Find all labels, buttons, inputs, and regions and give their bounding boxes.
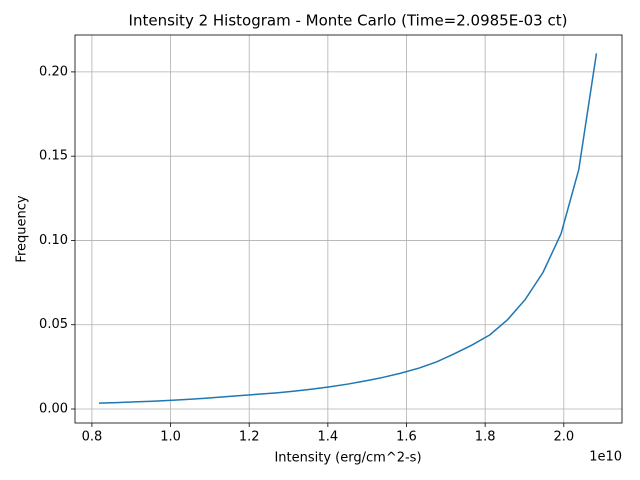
- x-tick-label: 2.0: [553, 430, 574, 445]
- y-tick-label: 0.10: [39, 233, 68, 248]
- x-axis-label: Intensity (erg/cm^2-s): [274, 451, 421, 466]
- chart-title: Intensity 2 Histogram - Monte Carlo (Tim…: [129, 12, 568, 30]
- y-tick-label: 0.20: [39, 64, 68, 79]
- y-tick-label: 0.05: [39, 317, 68, 332]
- plot-frame: [74, 34, 623, 424]
- x-offset-label: 1e10: [589, 450, 622, 465]
- x-tick-label: 1.6: [396, 430, 417, 445]
- x-tick-label: 1.8: [475, 430, 496, 445]
- y-tick-label: 0.15: [39, 149, 68, 164]
- line: [98, 53, 598, 404]
- x-tick-label: 1.4: [318, 430, 339, 445]
- x-tick-label: 0.8: [82, 430, 103, 445]
- x-tick-label: 1.0: [160, 430, 181, 445]
- y-tick-label: 0.00: [39, 402, 68, 417]
- x-tick-label: 1.2: [239, 430, 260, 445]
- y-axis-label: Frequency: [15, 195, 30, 262]
